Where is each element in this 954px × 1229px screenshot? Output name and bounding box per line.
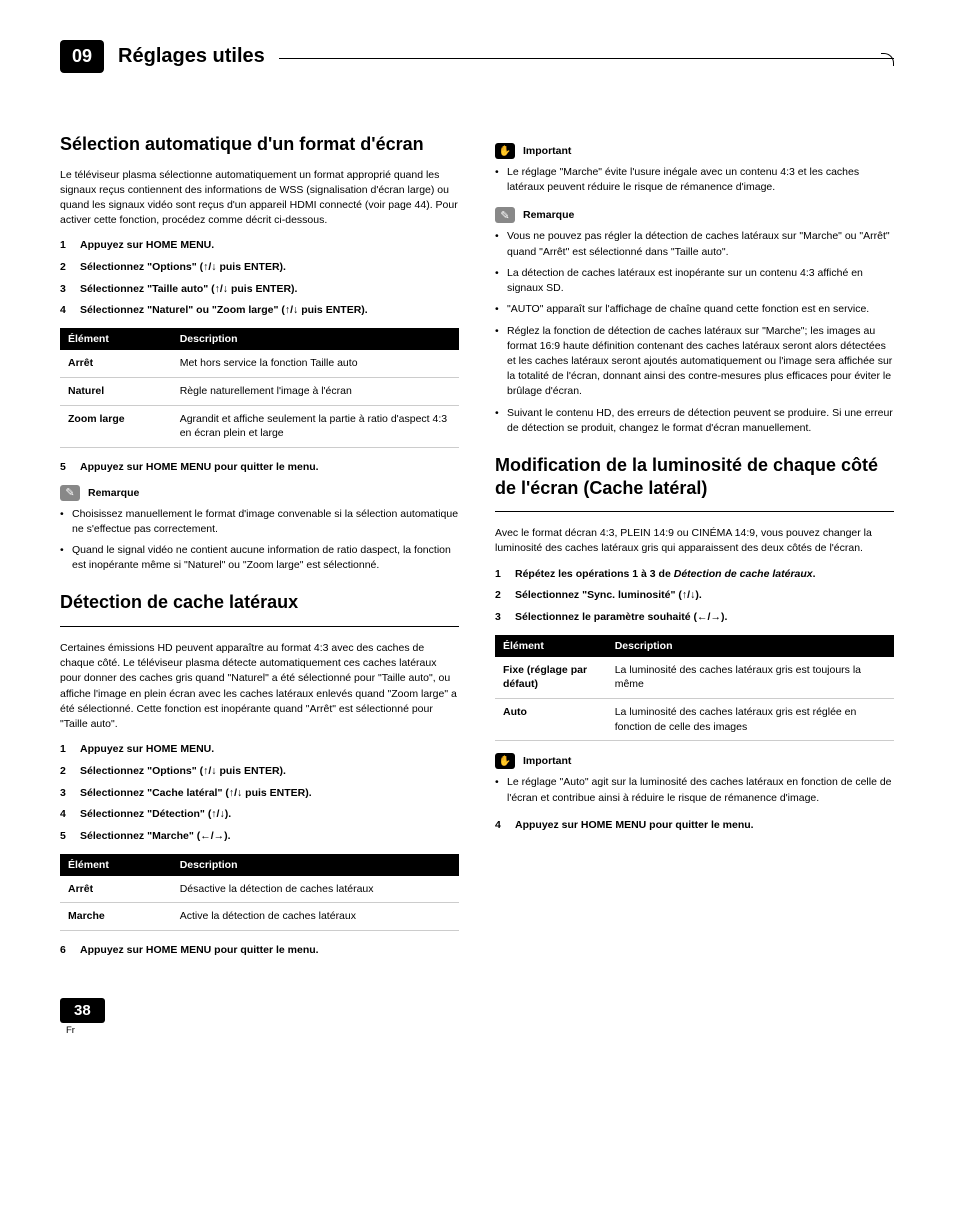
table-header: Description: [172, 854, 459, 876]
important-list: Le réglage "Marche" évite l'usure inégal…: [495, 165, 894, 195]
right-column: Important Le réglage "Marche" évite l'us…: [495, 133, 894, 968]
step-item: Sélectionnez "Taille auto" (↑/↓ puis ENT…: [60, 282, 459, 297]
table-cell: Fixe (réglage par défaut): [495, 657, 607, 699]
important-list: Le réglage "Auto" agit sur la luminosité…: [495, 775, 894, 805]
list-item: La détection de caches latéraux est inop…: [495, 266, 894, 296]
table-cell: La luminosité des caches latéraux gris e…: [607, 698, 894, 740]
step-item: Répétez les opérations 1 à 3 de Détectio…: [495, 567, 894, 582]
table-cell: Met hors service la fonction Taille auto: [172, 350, 459, 377]
table-brightness: Élément Description Fixe (réglage par dé…: [495, 635, 894, 742]
table-header: Description: [607, 635, 894, 657]
language-label: Fr: [66, 1025, 894, 1036]
important-header: Important: [495, 753, 894, 769]
list-item: "AUTO" apparaît sur l'affichage de chaîn…: [495, 302, 894, 317]
important-label: Important: [523, 145, 571, 157]
step-item: Sélectionnez le paramètre souhaité (←/→)…: [495, 610, 894, 625]
remarque-label: Remarque: [88, 487, 139, 499]
table-cell: Active la détection de caches latéraux: [172, 903, 459, 931]
table-cell: Règle naturellement l'image à l'écran: [172, 377, 459, 405]
warning-icon: [495, 143, 515, 159]
table-cell: Zoom large: [60, 405, 172, 447]
section-heading-brightness: Modification de la luminosité de chaque …: [495, 454, 894, 499]
step-item: Sélectionnez "Détection" (↑/↓).: [60, 807, 459, 822]
step-item: Appuyez sur HOME MENU.: [60, 742, 459, 757]
list-item: Le réglage "Marche" évite l'usure inégal…: [495, 165, 894, 195]
step-item: Appuyez sur HOME MENU pour quitter le me…: [495, 818, 894, 833]
step-item: Sélectionnez "Sync. luminosité" (↑/↓).: [495, 588, 894, 603]
table-cell: Marche: [60, 903, 172, 931]
page-number-badge: 38: [60, 998, 105, 1023]
table-row: NaturelRègle naturellement l'image à l'é…: [60, 377, 459, 405]
section-rule: [60, 626, 459, 627]
list-item: Choisissez manuellement le format d'imag…: [60, 507, 459, 537]
step-text: Répétez les opérations 1 à 3 de: [515, 568, 674, 580]
remarque-label: Remarque: [523, 209, 574, 221]
header-rule: [279, 58, 894, 59]
pencil-icon: [495, 207, 515, 223]
table-header: Élément: [495, 635, 607, 657]
list-item: Le réglage "Auto" agit sur la luminosité…: [495, 775, 894, 805]
table-cell: Auto: [495, 698, 607, 740]
step-item: Sélectionnez "Options" (↑/↓ puis ENTER).: [60, 764, 459, 779]
table-row: ArrêtMet hors service la fonction Taille…: [60, 350, 459, 377]
step-item: Sélectionnez "Naturel" ou "Zoom large" (…: [60, 303, 459, 318]
steps-brightness: Répétez les opérations 1 à 3 de Détectio…: [495, 567, 894, 625]
chapter-header: 09 Réglages utiles: [60, 40, 894, 73]
table-header: Élément: [60, 854, 172, 876]
page-footer: 38 Fr: [60, 998, 894, 1036]
section-heading-auto-format: Sélection automatique d'un format d'écra…: [60, 133, 459, 156]
remarque-list-right: Vous ne pouvez pas régler la détection d…: [495, 229, 894, 436]
chapter-title: Réglages utiles: [118, 45, 265, 68]
steps-auto-format-cont: Appuyez sur HOME MENU pour quitter le me…: [60, 460, 459, 475]
important-label: Important: [523, 755, 571, 767]
table-row: MarcheActive la détection de caches laté…: [60, 903, 459, 931]
step-item: Sélectionnez "Marche" (←/→).: [60, 829, 459, 844]
table-cell: La luminosité des caches latéraux gris e…: [607, 657, 894, 699]
table-cell: Arrêt: [60, 350, 172, 377]
table-row: Fixe (réglage par défaut)La luminosité d…: [495, 657, 894, 699]
step-text-italic: Détection de cache latéraux: [674, 568, 813, 580]
table-header: Description: [172, 328, 459, 350]
table-auto-format: Élément Description ArrêtMet hors servic…: [60, 328, 459, 448]
step-item: Appuyez sur HOME MENU pour quitter le me…: [60, 460, 459, 475]
table-side-mask: Élément Description ArrêtDésactive la dé…: [60, 854, 459, 931]
intro-brightness: Avec le format décran 4:3, PLEIN 14:9 ou…: [495, 526, 894, 556]
list-item: Vous ne pouvez pas régler la détection d…: [495, 229, 894, 259]
section-heading-side-mask: Détection de cache latéraux: [60, 591, 459, 614]
list-item: Suivant le contenu HD, des erreurs de dé…: [495, 406, 894, 436]
table-header: Élément: [60, 328, 172, 350]
warning-icon: [495, 753, 515, 769]
step-item: Sélectionnez "Options" (↑/↓ puis ENTER).: [60, 260, 459, 275]
table-row: AutoLa luminosité des caches latéraux gr…: [495, 698, 894, 740]
steps-auto-format: Appuyez sur HOME MENU. Sélectionnez "Opt…: [60, 238, 459, 318]
table-cell: Naturel: [60, 377, 172, 405]
content-columns: Sélection automatique d'un format d'écra…: [60, 133, 894, 968]
intro-side-mask: Certaines émissions HD peuvent apparaîtr…: [60, 641, 459, 732]
list-item: Réglez la fonction de détection de cache…: [495, 324, 894, 400]
table-cell: Arrêt: [60, 876, 172, 903]
table-row: Zoom largeAgrandit et affiche seulement …: [60, 405, 459, 447]
steps-brightness-cont: Appuyez sur HOME MENU pour quitter le me…: [495, 818, 894, 833]
intro-auto-format: Le téléviseur plasma sélectionne automat…: [60, 168, 459, 229]
list-item: Quand le signal vidéo ne contient aucune…: [60, 543, 459, 573]
step-item: Appuyez sur HOME MENU.: [60, 238, 459, 253]
table-cell: Désactive la détection de caches latérau…: [172, 876, 459, 903]
step-item: Appuyez sur HOME MENU pour quitter le me…: [60, 943, 459, 958]
step-item: Sélectionnez "Cache latéral" (↑/↓ puis E…: [60, 786, 459, 801]
left-column: Sélection automatique d'un format d'écra…: [60, 133, 459, 968]
chapter-number-badge: 09: [60, 40, 104, 73]
important-header: Important: [495, 143, 894, 159]
table-cell: Agrandit et affiche seulement la partie …: [172, 405, 459, 447]
section-rule: [495, 511, 894, 512]
table-row: ArrêtDésactive la détection de caches la…: [60, 876, 459, 903]
remarque-header: Remarque: [60, 485, 459, 501]
remarque-list: Choisissez manuellement le format d'imag…: [60, 507, 459, 574]
remarque-header: Remarque: [495, 207, 894, 223]
step-text: .: [813, 568, 816, 580]
pencil-icon: [60, 485, 80, 501]
steps-side-mask: Appuyez sur HOME MENU. Sélectionnez "Opt…: [60, 742, 459, 843]
steps-side-mask-cont: Appuyez sur HOME MENU pour quitter le me…: [60, 943, 459, 958]
